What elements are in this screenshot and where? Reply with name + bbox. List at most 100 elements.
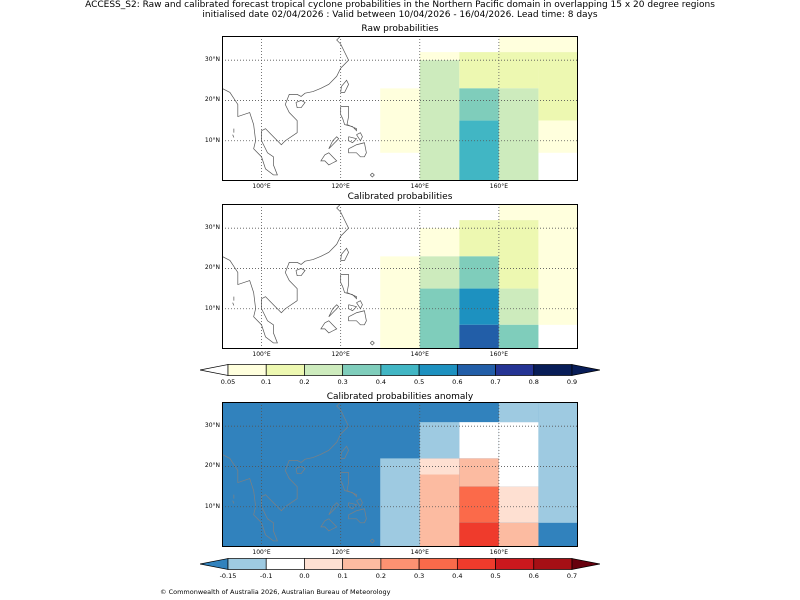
probability-cell — [419, 52, 460, 61]
colorbar-under-extension — [200, 364, 229, 376]
colorbar-tick-label: 0.8 — [528, 378, 539, 386]
probability-cell — [380, 88, 420, 153]
colorbar-segment — [380, 364, 420, 376]
probability-cell — [459, 422, 499, 459]
colorbar-over-extension — [571, 364, 600, 376]
map-frame — [222, 204, 578, 349]
coastline — [232, 302, 235, 306]
colorbar-segment — [304, 364, 344, 376]
probability-colorbar — [200, 364, 600, 376]
colorbar-segment — [342, 558, 382, 570]
latitude-tick-label: 30°N — [204, 224, 220, 232]
longitude-tick-label: 100°E — [252, 183, 271, 190]
probability-cell — [459, 52, 499, 89]
probability-cell — [459, 522, 499, 547]
coastline — [348, 502, 358, 510]
probability-cell — [459, 458, 499, 487]
longitude-tick-label: 140°E — [410, 351, 429, 358]
colorbar-segment — [495, 364, 535, 376]
colorbar-segment — [227, 558, 267, 570]
probability-cell — [538, 204, 578, 325]
latitude-tick-label: 10°N — [204, 304, 220, 312]
coastline — [356, 132, 363, 142]
coastline — [328, 502, 340, 516]
figure-title: ACCESS_S2: Raw and calibrated forecast t… — [85, 0, 715, 10]
coastline — [348, 304, 358, 312]
coastline — [232, 500, 235, 504]
probability-cell — [380, 256, 420, 349]
colorbar-tick-label: 0.9 — [566, 378, 578, 386]
colorbar-tick-label: 0.3 — [337, 378, 348, 386]
probability-cell — [498, 522, 539, 547]
colorbar-tick-label: 0.2 — [299, 378, 310, 386]
probability-cell — [538, 36, 578, 53]
latitude-tick-label: 20°N — [204, 462, 220, 470]
probability-cell — [459, 486, 499, 523]
probability-cell — [498, 288, 539, 325]
colorbar-tick-label: 0.0 — [299, 572, 310, 580]
coastline — [222, 402, 350, 542]
colorbar-segment — [533, 364, 573, 376]
coastline — [340, 472, 357, 498]
probability-cell — [419, 474, 460, 547]
longitude-tick-label: 100°E — [252, 549, 271, 556]
coastline — [356, 300, 363, 310]
coastline — [340, 445, 349, 459]
latitude-tick-label: 10°N — [204, 136, 220, 144]
calibrated-probabilities-map — [222, 204, 578, 349]
probability-cell — [459, 88, 499, 121]
colorbar-tick-label: 0.6 — [452, 378, 463, 386]
probability-cell — [419, 458, 460, 475]
colorbar-tick-label: 0.7 — [490, 378, 501, 386]
coastline — [222, 204, 350, 344]
probability-cell — [498, 88, 539, 181]
colorbar-tick-label: -0.1 — [259, 572, 273, 580]
coastline — [369, 172, 375, 178]
coastline — [295, 268, 306, 277]
coastline — [320, 518, 338, 532]
colorbar-segment — [227, 364, 267, 376]
colorbar-tick-label: 0.05 — [220, 378, 236, 386]
colorbar-tick-label: 0.4 — [452, 572, 463, 580]
probability-cell — [498, 36, 539, 53]
anomaly-map — [222, 402, 578, 547]
coastline — [348, 310, 367, 326]
colorbar-tick-label: 0.1 — [337, 572, 348, 580]
coastline — [348, 142, 367, 158]
colorbar-segment — [418, 558, 458, 570]
probability-cell — [538, 402, 578, 523]
longitude-tick-label: 120°E — [331, 351, 350, 358]
colorbar-tick-label: 0.5 — [490, 572, 501, 580]
coastline — [340, 79, 349, 93]
probability-cell — [498, 52, 539, 89]
coastline — [320, 152, 338, 166]
colorbar-tick-label: -0.15 — [219, 572, 237, 580]
colorbar-segment — [456, 364, 496, 376]
colorbar-segment — [533, 558, 573, 570]
coastline — [369, 340, 375, 346]
longitude-tick-label: 160°E — [489, 549, 508, 556]
probability-cell — [498, 220, 539, 289]
coastline — [340, 247, 349, 261]
probability-cell — [419, 422, 460, 459]
probability-cell — [419, 256, 460, 289]
probability-cell — [459, 288, 499, 325]
colorbar-tick-label: 0.1 — [261, 378, 272, 386]
coastline — [295, 100, 306, 109]
probability-cell — [538, 120, 578, 153]
coastline — [340, 106, 357, 132]
probability-cell — [498, 402, 539, 423]
longitude-tick-label: 120°E — [331, 549, 350, 556]
latitude-tick-label: 30°N — [204, 56, 220, 64]
latitude-tick-label: 20°N — [204, 264, 220, 272]
panel-title-raw: Raw probabilities — [361, 24, 439, 34]
coastline — [348, 136, 358, 144]
raw-probabilities-map — [222, 36, 578, 181]
copyright-notice: © Commonwealth of Australia 2026, Austra… — [160, 588, 391, 596]
latitude-tick-label: 20°N — [204, 96, 220, 104]
probability-cell — [498, 324, 539, 349]
coastline — [232, 134, 235, 138]
probability-cell — [459, 256, 499, 289]
coastline — [222, 36, 350, 176]
colorbar-tick-label: 0.3 — [413, 572, 425, 580]
